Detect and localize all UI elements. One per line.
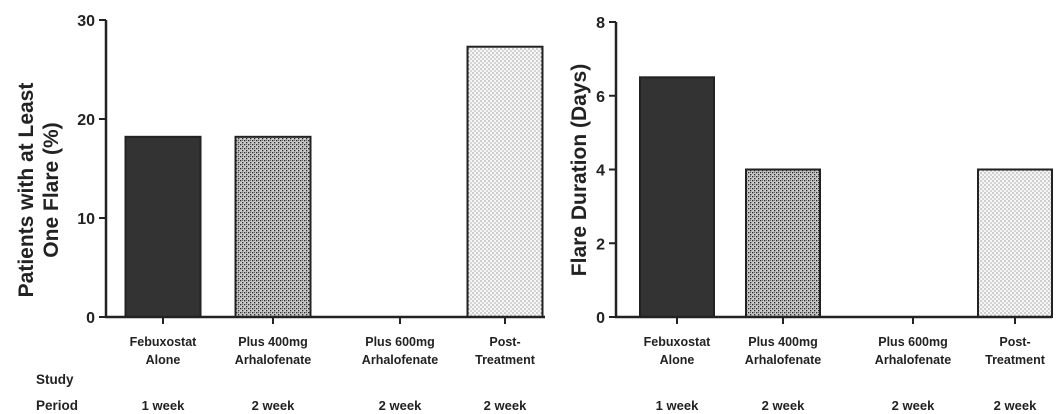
x-category-label: Plus 600mg	[878, 335, 947, 349]
x-category-label: Febuxostat	[644, 335, 712, 349]
y-tick-label: 20	[77, 112, 95, 129]
y-axis-title-line2: One Flare (%)	[40, 122, 63, 257]
x-category-label: Post-	[999, 335, 1030, 349]
x-category-label: Plus 400mg	[238, 335, 307, 349]
bar-1	[234, 135, 312, 318]
x-category-label: Alone	[146, 353, 181, 367]
study-period-value: 2 week	[994, 398, 1037, 413]
y-tick-label: 0	[86, 310, 95, 327]
x-category-label: Arhalofenate	[235, 353, 311, 367]
x-category-labels: Febuxostat Alone Plus 400mg Arhalofenate Plu…	[130, 335, 536, 367]
study-period-label-line1: Study	[36, 372, 74, 387]
x-category-label: Treatment	[985, 353, 1046, 367]
y-tick-label: 4	[596, 163, 605, 180]
x-category-label: Arhalofenate	[745, 353, 821, 367]
bar-3	[466, 45, 544, 318]
x-category-label: Treatment	[475, 353, 536, 367]
x-category-label: Alone	[660, 353, 695, 367]
flare-percent-chart: Patients with at Least One Flare (%) 0 10…	[15, 13, 545, 413]
bar-3	[977, 168, 1053, 318]
study-period-label-line2: Period	[36, 398, 78, 413]
study-period-value: 2 week	[762, 398, 805, 413]
study-period-values: 1 week 2 week 2 week 2 week	[656, 398, 1037, 413]
bar-0	[124, 135, 202, 318]
axes	[99, 19, 545, 324]
x-category-label: Post-	[489, 335, 520, 349]
bar-group	[639, 76, 1053, 318]
study-period-value: 1 week	[142, 398, 185, 413]
y-tick-label: 2	[596, 236, 605, 253]
y-tick-label: 0	[596, 310, 605, 327]
study-period-value: 2 week	[484, 398, 527, 413]
x-category-label: Plus 400mg	[748, 335, 817, 349]
study-period-value: 1 week	[656, 398, 699, 413]
flare-duration-chart: Flare Duration (Days) 0 2 4 6 8 Febuxostat Al…	[568, 15, 1053, 413]
y-axis-title: Flare Duration (Days)	[568, 64, 591, 276]
y-tick-labels: 0 10 20 30	[77, 13, 95, 327]
bar-1	[745, 168, 821, 318]
y-axis-title-line1: Flare Duration (Days)	[568, 64, 591, 276]
x-category-labels: Febuxostat Alone Plus 400mg Arhalofenate Plu…	[644, 335, 1046, 367]
y-tick-label: 8	[596, 15, 605, 32]
study-period-value: 2 week	[252, 398, 295, 413]
x-category-label: Febuxostat	[130, 335, 198, 349]
y-tick-label: 30	[77, 13, 95, 30]
x-category-label: Arhalofenate	[875, 353, 951, 367]
x-category-label: Arhalofenate	[362, 353, 438, 367]
y-tick-label: 10	[77, 211, 95, 228]
x-category-label: Plus 600mg	[365, 335, 434, 349]
y-axis-title-line1: Patients with at Least	[15, 83, 38, 298]
bar-0	[639, 76, 715, 318]
y-tick-labels: 0 2 4 6 8	[596, 15, 605, 327]
bar-group	[124, 45, 544, 318]
axes	[609, 21, 1052, 324]
study-period-value: 2 week	[892, 398, 935, 413]
y-tick-label: 6	[596, 89, 605, 106]
study-period-value: 2 week	[379, 398, 422, 413]
study-period-values: 1 week 2 week 2 week 2 week	[142, 398, 527, 413]
y-axis-title: Patients with at Least One Flare (%)	[15, 83, 63, 298]
